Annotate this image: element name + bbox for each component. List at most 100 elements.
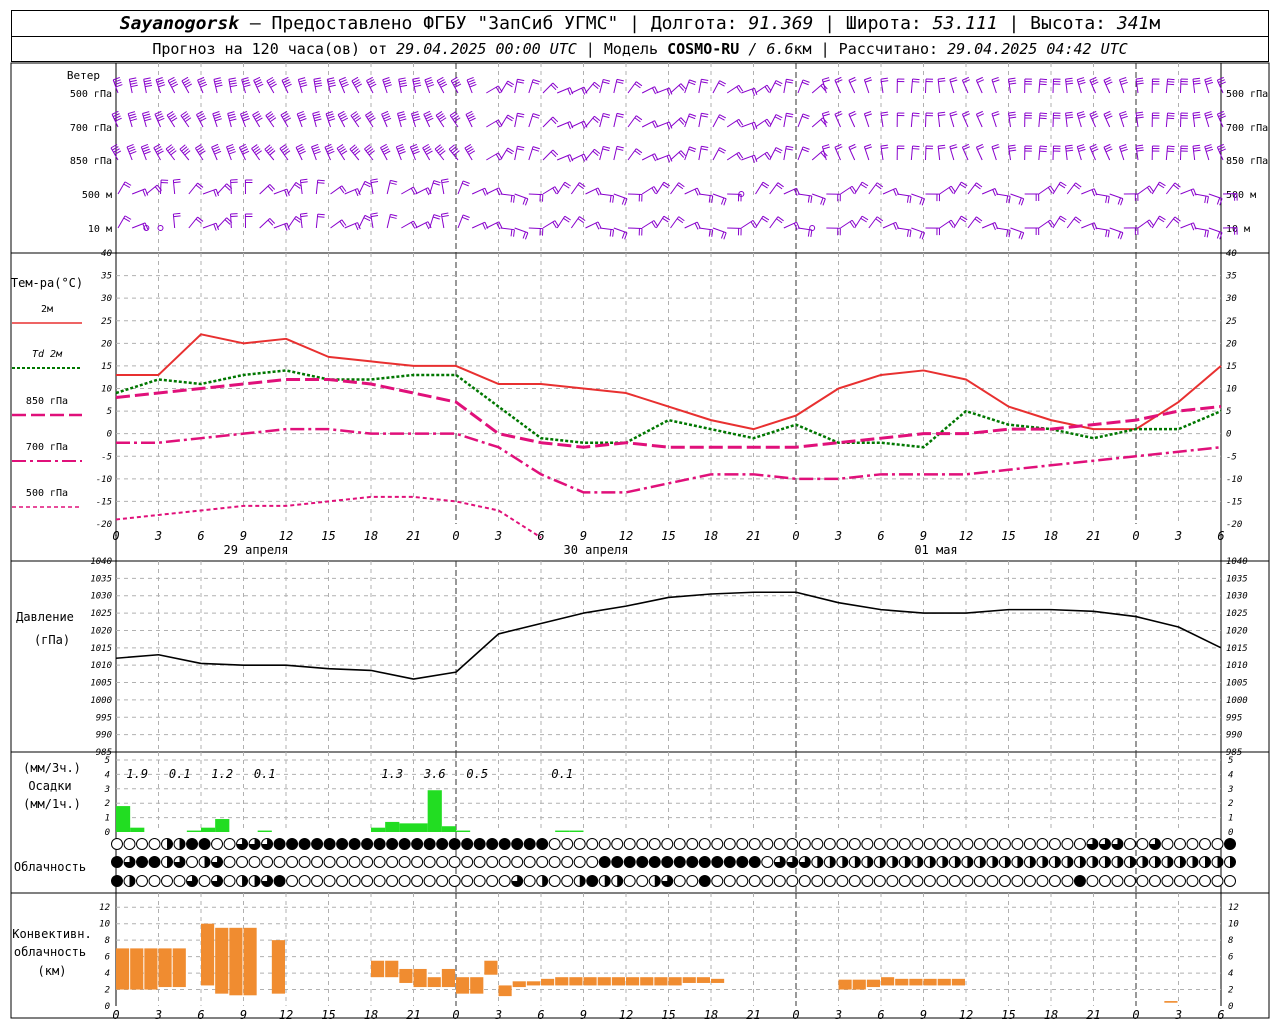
wind-barb bbox=[230, 179, 238, 195]
wind-barb bbox=[882, 221, 900, 230]
wind-barb bbox=[585, 187, 602, 196]
pressure-tick-label: 985 bbox=[1226, 748, 1242, 758]
model-label: | Модель bbox=[576, 40, 668, 58]
precip-tick-label: 3 bbox=[1227, 785, 1233, 795]
temp-tick-label: 30 bbox=[100, 294, 112, 304]
wind-barb bbox=[514, 193, 529, 206]
cloud-symbol bbox=[698, 856, 711, 868]
cloud-symbol bbox=[1173, 838, 1186, 850]
cloud-symbol bbox=[436, 838, 449, 850]
wind-barb bbox=[528, 79, 540, 94]
wind-barb bbox=[826, 227, 841, 236]
day-label: 30 апреля bbox=[563, 543, 628, 557]
wind-barb bbox=[571, 153, 588, 162]
conv-cloud-bar bbox=[130, 948, 144, 990]
cloud-symbol bbox=[961, 875, 974, 887]
precip-bar bbox=[399, 823, 414, 832]
wind-barb bbox=[897, 193, 912, 204]
pressure-tick-label: 1025 bbox=[1226, 609, 1248, 619]
pressure-tick-label: 1015 bbox=[1226, 644, 1248, 654]
pressure-tick-label: 1015 bbox=[90, 644, 112, 654]
wind-level-label: 500 м bbox=[1226, 190, 1256, 201]
wind-barb bbox=[429, 180, 441, 195]
cloud-symbol bbox=[636, 838, 649, 850]
wind-barb bbox=[528, 227, 544, 236]
wind-barb bbox=[1076, 144, 1086, 161]
temp-tick-label: 10 bbox=[1226, 385, 1237, 395]
wind-barb bbox=[337, 110, 349, 128]
cloud-symbol bbox=[398, 875, 411, 887]
wind-barb bbox=[975, 110, 985, 128]
wind-barb bbox=[1089, 76, 1099, 94]
wind-barb bbox=[1066, 216, 1082, 229]
conv-cloud-bar bbox=[385, 960, 399, 978]
wind-barb bbox=[297, 77, 308, 94]
wind-barb bbox=[542, 220, 560, 229]
pressure-tick-label: 990 bbox=[96, 731, 112, 741]
temp-legend-label: 700 гПа bbox=[26, 442, 68, 453]
wind-barb bbox=[599, 112, 611, 128]
cloud-symbol bbox=[1036, 838, 1049, 850]
conv-axis-label-1: Конвективн. bbox=[12, 927, 91, 941]
precip-tick-label: 1 bbox=[105, 814, 110, 824]
conv-cloud-bar bbox=[1164, 1001, 1178, 1003]
wind-barb bbox=[313, 77, 323, 94]
wind-barb bbox=[863, 77, 872, 94]
wind-barb bbox=[287, 216, 302, 229]
cloud-symbol bbox=[823, 875, 836, 887]
wind-barb bbox=[350, 111, 362, 128]
wind-barb bbox=[925, 193, 940, 202]
wind-barb bbox=[755, 84, 772, 94]
wind-barb bbox=[937, 77, 946, 94]
time-tick-label: 9 bbox=[920, 529, 927, 543]
time-tick-label: 3 bbox=[154, 529, 162, 543]
cloud-symbol bbox=[186, 856, 199, 868]
wind-barb bbox=[1204, 111, 1214, 128]
wind-barb bbox=[238, 143, 250, 161]
cloud-symbol bbox=[423, 856, 436, 868]
wind-barb bbox=[1089, 110, 1099, 128]
wind-barb bbox=[670, 83, 686, 94]
wind-barb bbox=[153, 143, 164, 161]
wind-barb bbox=[471, 221, 489, 230]
wind-barb bbox=[128, 77, 138, 94]
wind-barb bbox=[311, 143, 321, 161]
cloud-symbol bbox=[961, 856, 974, 868]
pressure-tick-label: 1010 bbox=[90, 661, 112, 671]
cloud-symbol bbox=[786, 875, 799, 887]
wind-barb bbox=[143, 77, 153, 94]
cloud-symbol bbox=[773, 838, 786, 850]
wind-level-label: 10 м bbox=[1226, 224, 1250, 235]
cloud-symbol bbox=[848, 856, 861, 868]
wind-level-label: 700 гПа bbox=[1226, 123, 1268, 134]
wind-barb bbox=[266, 76, 277, 94]
cloud-symbol bbox=[873, 856, 886, 868]
wind-barb bbox=[434, 144, 446, 161]
wind-level-label: 10 м bbox=[88, 224, 112, 235]
cloud-symbol bbox=[686, 838, 699, 850]
time-tick-label: 21 bbox=[406, 529, 420, 543]
wind-barb bbox=[486, 187, 503, 196]
wind-barb bbox=[1052, 145, 1061, 161]
temp-tick-label: 40 bbox=[101, 249, 112, 259]
wind-barb bbox=[585, 81, 601, 94]
cloud-symbol bbox=[461, 875, 474, 887]
wind-barb bbox=[1103, 110, 1113, 128]
cloud-symbol bbox=[223, 875, 236, 887]
cloud-symbol bbox=[1061, 856, 1074, 868]
wind-barb bbox=[244, 179, 253, 195]
cloud-symbol bbox=[948, 875, 961, 887]
altitude-label: Высота: bbox=[1030, 13, 1117, 34]
precip-tick-label: 4 bbox=[1228, 770, 1233, 780]
wind-barb bbox=[967, 216, 983, 229]
station-name: Sayanogorsk bbox=[119, 13, 239, 34]
wind-barb bbox=[1038, 112, 1048, 128]
pressure-line bbox=[115, 591, 1222, 680]
cloud-symbol bbox=[1073, 856, 1086, 868]
conv-cloud-bar bbox=[441, 968, 455, 988]
wind-barb bbox=[264, 144, 276, 161]
wind-barb bbox=[140, 143, 151, 161]
wind-barb bbox=[613, 227, 628, 240]
time-tick-label: 18 bbox=[1044, 529, 1058, 543]
wind-barb bbox=[1024, 145, 1032, 161]
